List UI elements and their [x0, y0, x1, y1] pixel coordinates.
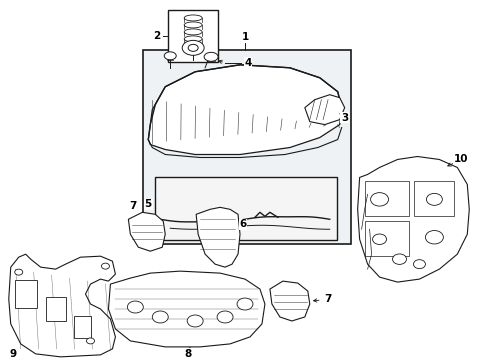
Ellipse shape [184, 29, 202, 35]
Ellipse shape [101, 263, 109, 269]
Bar [364, 221, 408, 256]
Ellipse shape [370, 193, 388, 206]
Text: 3: 3 [340, 113, 347, 123]
Bar [45, 297, 65, 321]
Ellipse shape [425, 230, 443, 244]
Polygon shape [304, 95, 344, 125]
Ellipse shape [182, 40, 203, 55]
Bar [155, 177, 336, 240]
Polygon shape [128, 212, 165, 251]
Polygon shape [108, 271, 264, 347]
Ellipse shape [164, 52, 176, 60]
Polygon shape [357, 157, 468, 282]
Text: 10: 10 [453, 154, 468, 165]
Bar [15, 280, 37, 308]
Text: 2: 2 [152, 31, 160, 41]
Polygon shape [196, 207, 240, 267]
Ellipse shape [413, 260, 425, 269]
Ellipse shape [217, 311, 233, 323]
Ellipse shape [426, 193, 442, 205]
Text: 7: 7 [129, 201, 137, 211]
Text: 9: 9 [9, 349, 16, 359]
Bar [364, 181, 408, 216]
Ellipse shape [127, 301, 143, 313]
Ellipse shape [392, 254, 406, 264]
Bar [168, 10, 218, 62]
Ellipse shape [152, 311, 168, 323]
Ellipse shape [184, 15, 202, 21]
Text: 1: 1 [241, 32, 248, 42]
Ellipse shape [187, 315, 203, 327]
Ellipse shape [184, 22, 202, 28]
Ellipse shape [86, 338, 94, 344]
Text: 6: 6 [239, 219, 246, 229]
Ellipse shape [237, 298, 252, 310]
Ellipse shape [372, 234, 386, 244]
Polygon shape [9, 254, 115, 357]
Ellipse shape [188, 44, 198, 51]
Text: 5: 5 [144, 199, 152, 210]
Bar [143, 50, 350, 244]
Bar [73, 316, 91, 338]
Text: 7: 7 [324, 294, 331, 304]
Ellipse shape [184, 36, 202, 42]
Polygon shape [269, 281, 309, 321]
Ellipse shape [15, 269, 22, 275]
Text: 4: 4 [244, 58, 251, 68]
Bar [414, 181, 453, 216]
Ellipse shape [203, 52, 218, 61]
Polygon shape [148, 65, 341, 154]
Text: 8: 8 [184, 349, 191, 359]
